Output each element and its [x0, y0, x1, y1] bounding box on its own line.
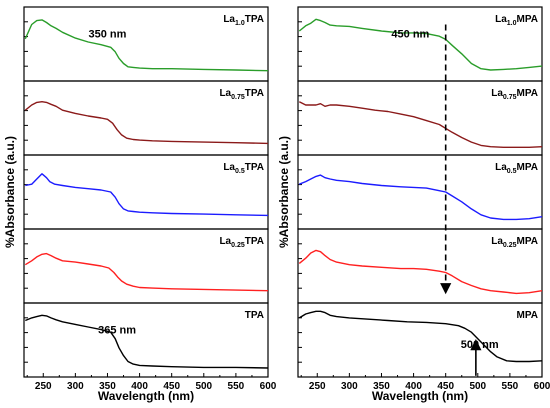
- label-sub: 0.5: [235, 168, 245, 175]
- series-line: [298, 310, 543, 363]
- x-tick-label: 250: [35, 381, 52, 392]
- panel-label: La1.0MPA: [495, 14, 538, 27]
- label-base: La: [491, 236, 503, 247]
- panel-label: La0.25MPA: [491, 236, 538, 249]
- label-base: La: [219, 236, 231, 247]
- label-sub: 0.5: [507, 168, 517, 175]
- x-tick-label: 300: [67, 381, 84, 392]
- x-tick-label: 450: [437, 381, 454, 392]
- label-rest: MPA: [517, 14, 538, 25]
- label-rest: TPA: [245, 162, 264, 173]
- panel-0: La1.0TPA 350 nm: [23, 6, 269, 82]
- label-sub: 0.75: [231, 94, 245, 101]
- series-line: [25, 173, 269, 217]
- x-tick-label: 550: [228, 381, 245, 392]
- label-rest: TPA: [245, 236, 264, 247]
- annotation: 365 nm: [98, 324, 136, 336]
- label-rest: TPA: [245, 310, 264, 321]
- panel-1: La0.75MPA: [297, 80, 543, 156]
- x-tick-label: 300: [341, 381, 358, 392]
- annotation: 500 nm: [461, 339, 499, 351]
- label-sub: 0.75: [503, 94, 517, 101]
- label-rest: TPA: [245, 14, 264, 25]
- panel-label: MPA: [517, 310, 538, 321]
- label-base: La: [223, 162, 235, 173]
- label-rest: MPA: [517, 310, 538, 321]
- label-base: La: [223, 14, 235, 25]
- label-base: La: [495, 14, 507, 25]
- panel-label: La0.5TPA: [223, 162, 264, 175]
- x-tick-label: 350: [373, 381, 390, 392]
- x-tick-label: 550: [502, 381, 519, 392]
- series-line: [24, 101, 269, 145]
- label-rest: MPA: [517, 88, 538, 99]
- annotation: 450 nm: [391, 28, 429, 40]
- panel-2: La0.5TPA: [23, 154, 269, 230]
- series-line: [298, 249, 543, 295]
- panel-4: TPA 365 nm: [23, 302, 269, 378]
- panel-frame: [23, 228, 269, 304]
- x-tick-label: 400: [405, 381, 422, 392]
- label-base: La: [495, 162, 507, 173]
- label-sub: 1.0: [507, 20, 517, 27]
- panel-frame: [23, 302, 269, 378]
- x-tick-label: 600: [260, 381, 277, 392]
- series-line: [24, 252, 269, 292]
- label-sub: 0.25: [503, 242, 517, 249]
- x-tick-label: 500: [469, 381, 486, 392]
- panel-4: MPA 500 nm: [297, 302, 543, 378]
- x-axis-label: Wavelength (nm): [372, 389, 468, 403]
- series-line: [299, 174, 543, 221]
- series-line: [24, 19, 269, 72]
- panel-label: TPA: [245, 310, 264, 321]
- panel-label: La1.0TPA: [223, 14, 264, 27]
- label-base: La: [491, 88, 503, 99]
- x-tick-label: 600: [534, 381, 550, 392]
- panel-frame: [297, 302, 543, 378]
- panel-3: La0.25MPA: [297, 228, 543, 304]
- label-rest: MPA: [517, 162, 538, 173]
- panel-2: La0.5MPA: [297, 154, 543, 230]
- series-line: [298, 18, 543, 71]
- x-tick-label: 450: [163, 381, 180, 392]
- panel-frame: [23, 80, 269, 156]
- x-tick-label: 250: [309, 381, 326, 392]
- series-line: [298, 101, 543, 148]
- y-axis-label: %Absorbance (a.u.): [3, 136, 17, 248]
- label-sub: 1.0: [235, 20, 245, 27]
- panel-3: La0.25TPA: [23, 228, 269, 304]
- label-base: La: [219, 88, 231, 99]
- x-tick-label: 350: [99, 381, 116, 392]
- label-sub: 0.25: [231, 242, 245, 249]
- series-line: [25, 314, 269, 369]
- panel-0: La1.0MPA 450 nm: [297, 6, 543, 82]
- y-axis-label: %Absorbance (a.u.): [277, 136, 291, 248]
- panel-1: La0.75TPA: [23, 80, 269, 156]
- panel-label: La0.5MPA: [495, 162, 538, 175]
- x-tick-label: 500: [195, 381, 212, 392]
- panel-label: La0.25TPA: [219, 236, 264, 249]
- x-tick-label: 400: [131, 381, 148, 392]
- x-axis-label: Wavelength (nm): [98, 389, 194, 403]
- label-rest: TPA: [245, 88, 264, 99]
- label-rest: MPA: [517, 236, 538, 247]
- panel-label: La0.75MPA: [491, 88, 538, 101]
- annotation: 350 nm: [89, 28, 127, 40]
- panel-label: La0.75TPA: [219, 88, 264, 101]
